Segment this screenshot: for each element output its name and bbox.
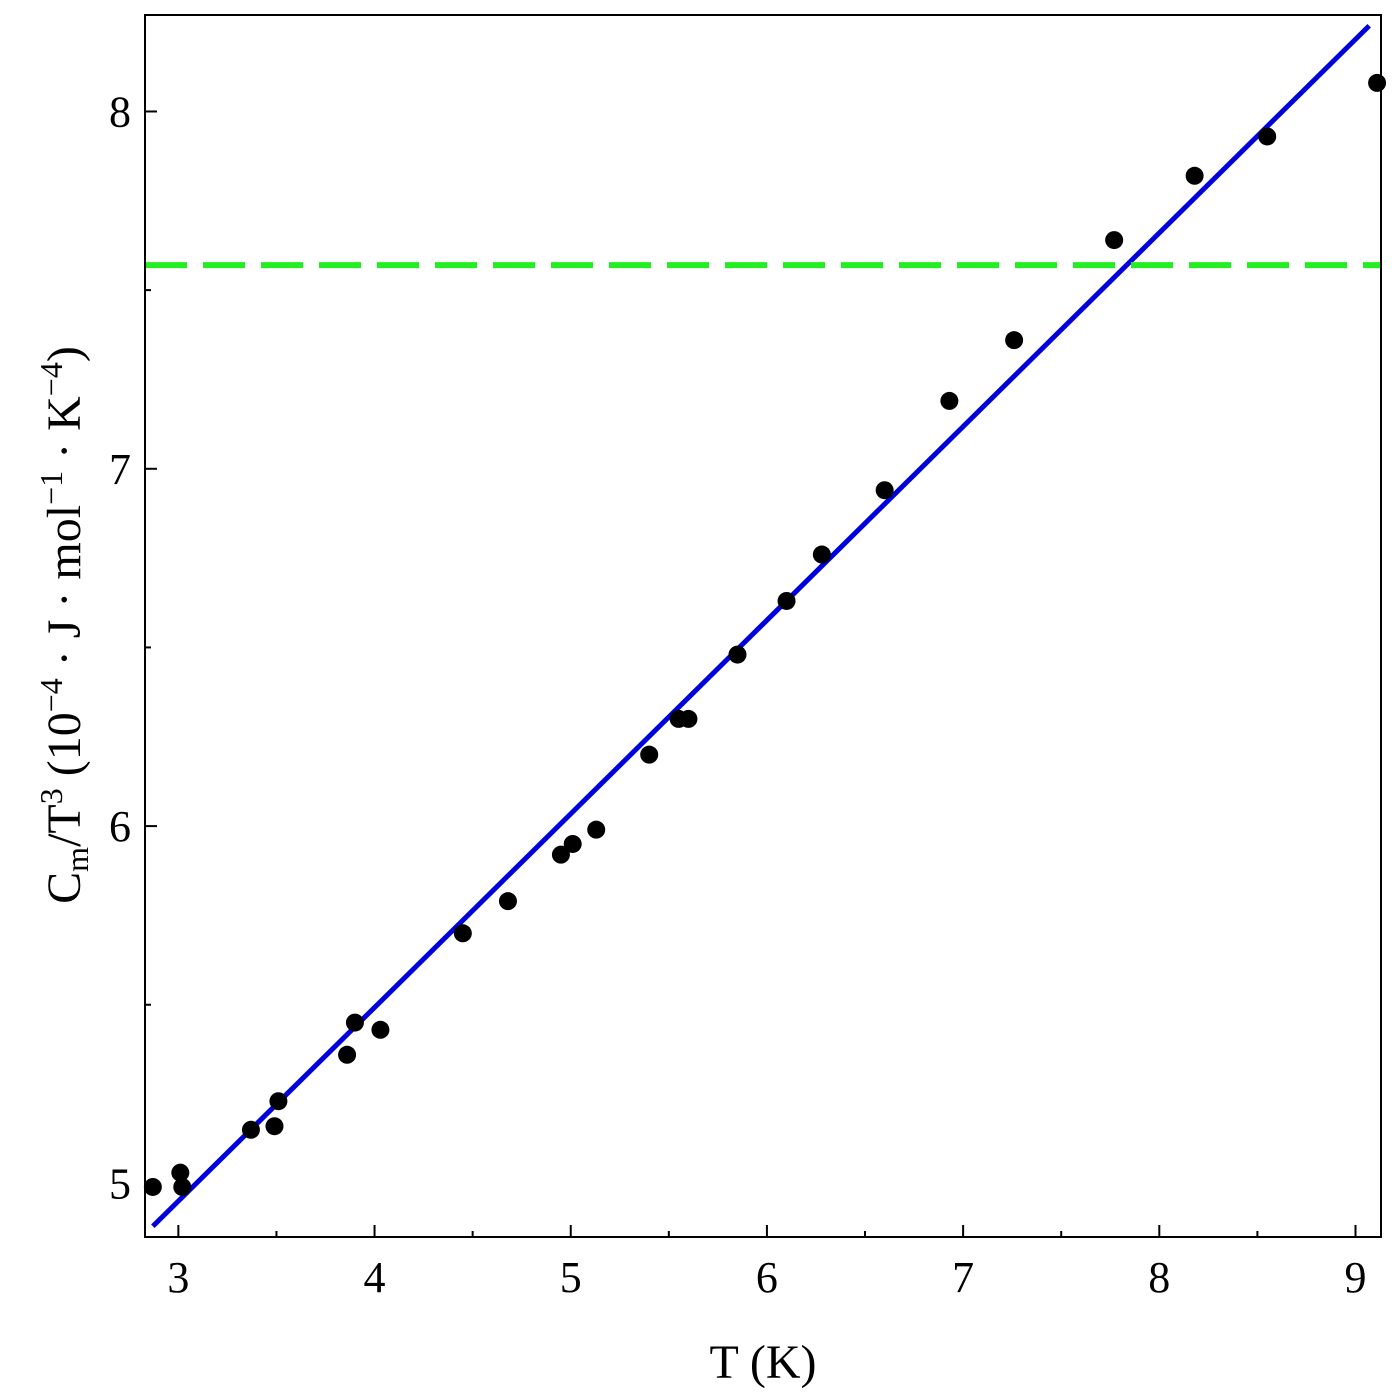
y-axis-title-part: · K bbox=[38, 396, 91, 471]
x-axis-title: T (K) bbox=[709, 1336, 816, 1389]
data-point bbox=[173, 1177, 192, 1196]
series-layer bbox=[143, 23, 1387, 1229]
data-point bbox=[875, 481, 894, 500]
data-point bbox=[371, 1020, 390, 1039]
data-point bbox=[1185, 166, 1204, 185]
data-point bbox=[640, 745, 659, 764]
y-axis-title-part: 3 bbox=[33, 788, 69, 804]
y-axis-title-part: /T bbox=[38, 804, 91, 847]
tick-layer: 3 4 5 6 7 8 9 5 6 7 8 bbox=[109, 87, 1366, 1302]
data-point bbox=[453, 924, 472, 943]
data-point bbox=[777, 591, 796, 610]
data-point bbox=[1368, 73, 1387, 92]
y-axis-title-part: (10 bbox=[38, 712, 91, 788]
y-axis-title-part: −1 bbox=[33, 471, 69, 505]
data-point bbox=[1258, 127, 1277, 146]
data-point bbox=[1005, 331, 1024, 350]
data-point bbox=[498, 892, 517, 911]
x-tick-label: 9 bbox=[1344, 1253, 1366, 1302]
data-point bbox=[241, 1120, 260, 1139]
y-tick-label: 6 bbox=[109, 802, 131, 851]
data-point bbox=[345, 1013, 364, 1032]
x-tick-label: 3 bbox=[167, 1253, 189, 1302]
data-point bbox=[728, 645, 747, 664]
y-tick-label: 5 bbox=[109, 1159, 131, 1208]
x-tick-label: 8 bbox=[1148, 1253, 1170, 1302]
data-point bbox=[679, 709, 698, 728]
data-point bbox=[940, 391, 959, 410]
x-tick-label: 5 bbox=[560, 1253, 582, 1302]
y-tick-label: 7 bbox=[109, 445, 131, 494]
plot-frame bbox=[144, 14, 1382, 1238]
data-point bbox=[551, 845, 570, 864]
data-point bbox=[1105, 231, 1124, 250]
x-tick-label: 6 bbox=[756, 1253, 778, 1302]
data-point bbox=[812, 545, 831, 564]
y-tick-label: 8 bbox=[109, 87, 131, 136]
y-axis-title-part: C bbox=[38, 872, 91, 904]
data-point bbox=[143, 1177, 162, 1196]
x-tick-label: 7 bbox=[952, 1253, 974, 1302]
y-axis-title-part: ) bbox=[38, 346, 91, 362]
y-axis-title-part: −4 bbox=[33, 678, 69, 712]
data-point bbox=[587, 820, 606, 839]
y-axis-title-part: m bbox=[59, 847, 95, 872]
x-tick-label: 4 bbox=[364, 1253, 386, 1302]
data-point bbox=[171, 1163, 190, 1182]
data-point bbox=[269, 1092, 288, 1111]
data-point bbox=[338, 1045, 357, 1064]
data-point bbox=[563, 834, 582, 853]
y-axis-title-part: −4 bbox=[33, 362, 69, 396]
y-axis-title: Cm/T3 (10−4 · J · mol−1 · K−4) bbox=[33, 346, 95, 904]
data-point bbox=[265, 1117, 284, 1136]
y-axis-title-part: · J · mol bbox=[38, 505, 91, 678]
